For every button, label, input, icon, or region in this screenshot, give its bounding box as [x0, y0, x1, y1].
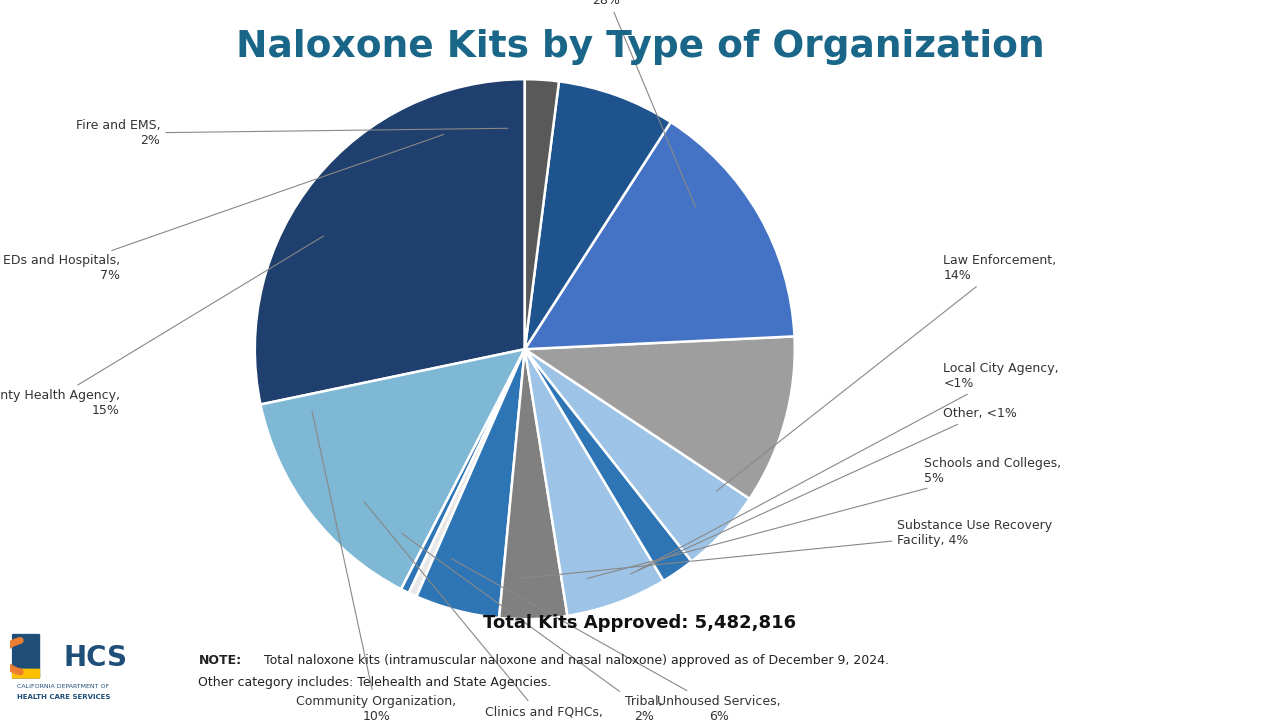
Text: Unhoused Services,
6%: Unhoused Services, 6%: [452, 559, 781, 720]
Text: Fire and EMS,
2%: Fire and EMS, 2%: [76, 120, 508, 147]
Text: Naloxone Kits by Type of Organization: Naloxone Kits by Type of Organization: [236, 29, 1044, 65]
Text: Schools and Colleges,
5%: Schools and Colleges, 5%: [588, 456, 1061, 578]
Wedge shape: [499, 349, 567, 619]
Wedge shape: [525, 122, 795, 349]
Text: Substance Use Recovery
Facility, 4%: Substance Use Recovery Facility, 4%: [520, 519, 1052, 578]
Text: Clinics and FQHCs,
5%: Clinics and FQHCs, 5%: [364, 502, 603, 720]
Text: Tribal,
2%: Tribal, 2%: [402, 534, 663, 720]
Text: NOTE:: NOTE:: [198, 654, 242, 667]
Text: Total Kits Approved: 5,482,816: Total Kits Approved: 5,482,816: [484, 613, 796, 632]
Text: HEALTH CARE SERVICES: HEALTH CARE SERVICES: [17, 694, 110, 700]
Text: Harm Reduction,
28%: Harm Reduction, 28%: [553, 0, 695, 207]
Wedge shape: [416, 349, 525, 618]
Wedge shape: [525, 81, 671, 349]
Text: CALIFORNIA DEPARTMENT OF: CALIFORNIA DEPARTMENT OF: [17, 684, 109, 689]
Text: Other, <1%: Other, <1%: [631, 408, 1018, 574]
Text: EDs and Hospitals,
7%: EDs and Hospitals, 7%: [3, 135, 444, 282]
Wedge shape: [401, 349, 525, 593]
Text: HCS: HCS: [64, 644, 128, 672]
Text: Community Organization,
10%: Community Organization, 10%: [296, 411, 457, 720]
Wedge shape: [525, 336, 795, 499]
Text: Local City Agency,
<1%: Local City Agency, <1%: [637, 362, 1059, 570]
Wedge shape: [525, 79, 559, 349]
Wedge shape: [261, 349, 525, 589]
Wedge shape: [525, 349, 663, 616]
Wedge shape: [408, 349, 525, 597]
Wedge shape: [525, 349, 750, 562]
FancyBboxPatch shape: [12, 669, 40, 678]
Text: Other category includes: Telehealth and State Agencies.: Other category includes: Telehealth and …: [198, 676, 552, 689]
Text: Law Enforcement,
14%: Law Enforcement, 14%: [716, 254, 1056, 491]
FancyBboxPatch shape: [12, 634, 40, 678]
Text: County Health Agency,
15%: County Health Agency, 15%: [0, 236, 324, 417]
Wedge shape: [525, 349, 691, 581]
Wedge shape: [255, 79, 525, 405]
Text: Total naloxone kits (intramuscular naloxone and nasal naloxone) approved as of D: Total naloxone kits (intramuscular nalox…: [260, 654, 888, 667]
